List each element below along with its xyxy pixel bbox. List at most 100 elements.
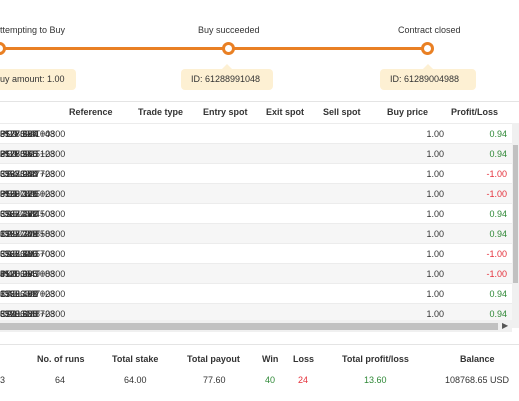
cell-buy-price: 1.00 — [426, 189, 444, 199]
summary-balance-value: 108768.65 USD — [445, 375, 510, 385]
cell-entry-spot: 3567.272 — [0, 209, 38, 219]
buy-amount-text: uy amount: 1.00 — [0, 74, 65, 84]
summary-runs-value: 64 — [55, 375, 66, 385]
table-row[interactable]: 6:13 GMT+0300 61286765708 CALL 3567.110 3566… — [0, 243, 512, 263]
cell-exit-spot: 3567.708 — [0, 229, 38, 239]
cell-exit-spot: 3570.635 — [0, 309, 38, 319]
contract-id-pill: ID: 61289004988 — [380, 64, 476, 90]
cell-time: 3:29 GMT+0300 — [0, 129, 66, 139]
cell-profit-loss: -1.00 — [486, 249, 507, 259]
trades-table-header: Reference Trade type Entry spot Exit spo… — [0, 102, 512, 123]
table-row[interactable]: 6:15 GMT+0300 61287584508 CALL 3567.272 3567… — [0, 203, 512, 223]
cell-profit-loss: 0.94 — [489, 289, 507, 299]
cell-profit-loss: 0.94 — [489, 129, 507, 139]
cell-reference: 61288925128 — [0, 149, 56, 159]
cell-reference: 61286138728 — [0, 309, 56, 319]
cell-sell-spot: 3570.635 — [0, 309, 38, 319]
cell-trade-type: CALL — [0, 229, 23, 239]
summary-payout-value: 77.60 — [203, 375, 226, 385]
summary-stake-label: Total stake — [112, 354, 159, 364]
cell-buy-price: 1.00 — [426, 289, 444, 299]
cell-profit-loss: -1.00 — [486, 189, 507, 199]
cell-time: 1:39 GMT+0300 — [0, 229, 66, 239]
cell-trade-type: CALL — [0, 169, 23, 179]
summary-loss-value: 24 — [298, 375, 309, 385]
horizontal-scrollbar[interactable]: ▶ — [0, 320, 512, 332]
cell-entry-spot: 3567.110 — [0, 249, 37, 259]
cell-entry-spot: 3567.233 — [0, 169, 38, 179]
col-exit-spot[interactable]: Exit spot — [266, 107, 305, 117]
summary-panel: No. of runs Total stake Total payout Win… — [0, 344, 519, 401]
summary-loss-label: Loss — [293, 354, 315, 364]
progress-track — [0, 47, 428, 50]
vertical-scrollbar-thumb[interactable] — [513, 145, 518, 283]
cell-reference: 61288991048 — [0, 129, 56, 139]
cell-reference: 61287208588 — [0, 229, 56, 239]
cell-buy-price: 1.00 — [426, 129, 444, 139]
col-sell-spot[interactable]: Sell spot — [323, 107, 361, 117]
pill-pointer — [423, 64, 433, 69]
col-trade-type[interactable]: Trade type — [138, 107, 184, 117]
col-profit-loss[interactable]: Profit/Loss — [451, 107, 499, 117]
cell-trade-type: PUT — [0, 269, 18, 279]
cell-entry-spot: 3569.483 — [0, 289, 38, 299]
table-row[interactable]: 2:39 GMT+0300 61288925128 PUT 3577.246 3576.… — [0, 143, 512, 163]
cell-sell-spot: 3576.556 — [0, 149, 38, 159]
cell-trade-type: PUT — [0, 149, 18, 159]
step-node-buy-succeeded — [222, 42, 235, 55]
cell-exit-spot: 3567.044 — [0, 169, 38, 179]
cell-entry-spot: 3568.376 — [0, 189, 38, 199]
vertical-scrollbar[interactable] — [512, 123, 519, 328]
horizontal-scrollbar-thumb[interactable] — [0, 323, 498, 330]
table-row[interactable]: 3:29 GMT+0300 61288991048 PUT 3577.867 3577.… — [0, 123, 512, 143]
cell-reference: 61287895028 — [0, 189, 56, 199]
summary-stake-value: 64.00 — [124, 375, 147, 385]
cell-sell-spot: 3570.385 — [0, 269, 38, 279]
table-row[interactable]: 3:54 GMT+0300 61288227728 CALL 3567.233 3567… — [0, 163, 512, 183]
cell-trade-type: CALL — [0, 249, 23, 259]
cell-trade-type: PUT — [0, 189, 18, 199]
cell-entry-spot: 3570.095 — [0, 269, 38, 279]
cell-sell-spot: 3566.886 — [0, 249, 38, 259]
cell-exit-spot: 3576.556 — [0, 149, 38, 159]
cell-time: 6:15 GMT+0300 — [0, 209, 66, 219]
cell-time: 9:55 GMT+0300 — [0, 189, 66, 199]
cell-trade-type: CALL — [0, 309, 23, 319]
col-entry-spot[interactable]: Entry spot — [203, 107, 248, 117]
cell-exit-spot: 3577.624 — [0, 129, 38, 139]
cell-profit-loss: 0.94 — [489, 149, 507, 159]
cell-time: 8:21 GMT+0300 — [0, 309, 66, 319]
summary-profit-label: Total profit/loss — [342, 354, 409, 364]
col-buy-price[interactable]: Buy price — [387, 107, 429, 117]
cell-profit-loss: -1.00 — [486, 169, 507, 179]
col-reference[interactable]: Reference — [69, 107, 113, 117]
cell-entry-spot: 3569.888 — [0, 309, 38, 319]
buy-id-text: ID: 61288991048 — [191, 74, 261, 84]
step-node-attempting — [0, 42, 6, 55]
cell-buy-price: 1.00 — [426, 309, 444, 319]
cell-trade-type: CALL — [0, 289, 23, 299]
cell-sell-spot: 3567.044 — [0, 169, 38, 179]
scroll-right-arrow-icon[interactable]: ▶ — [502, 321, 509, 330]
step-label-contract-closed: Contract closed — [398, 25, 461, 35]
table-row[interactable]: 9:55 GMT+0300 61287895028 PUT 3568.376 3569.… — [0, 183, 512, 203]
table-row[interactable]: 4:48 GMT+0300 61286649088 PUT 3570.095 3570.… — [0, 263, 512, 283]
cell-time: 3:54 GMT+0300 — [0, 169, 66, 179]
buy-id-pill: ID: 61288991048 — [181, 64, 273, 90]
cell-exit-spot: 3570.385 — [0, 269, 38, 279]
cell-reference: 61286649088 — [0, 269, 56, 279]
contract-id-text: ID: 61289004988 — [390, 74, 460, 84]
cell-reference: 61288227728 — [0, 169, 56, 179]
cell-trade-type: PUT — [0, 129, 18, 139]
trades-table: Reference Trade type Entry spot Exit spo… — [0, 101, 519, 333]
summary-payout-label: Total payout — [187, 354, 240, 364]
table-row[interactable]: 1:43 GMT+0300 61286397028 CALL 3569.483 3569… — [0, 283, 512, 303]
summary-first-value: 3 — [0, 375, 6, 385]
pill-pointer — [222, 64, 232, 69]
table-row[interactable]: 1:39 GMT+0300 61287208588 CALL 3567.342 3567… — [0, 223, 512, 243]
step-label-attempting: ttempting to Buy — [0, 25, 66, 35]
cell-exit-spot: 3566.886 — [0, 249, 38, 259]
table-row[interactable]: 8:21 GMT+0300 61286138728 CALL 3569.888 3570… — [0, 303, 512, 323]
cell-entry-spot: 3567.342 — [0, 229, 38, 239]
cell-buy-price: 1.00 — [426, 249, 444, 259]
